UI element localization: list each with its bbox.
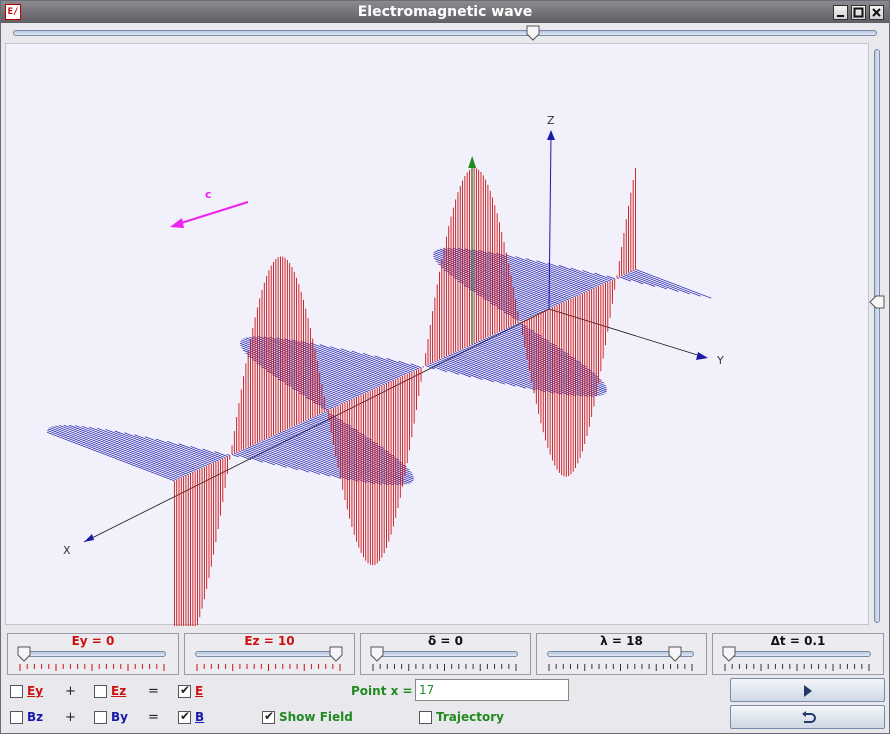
wave-plot: X Y Zc: [46, 114, 724, 654]
dt-slider-track[interactable]: [723, 651, 871, 657]
ez-checkbox[interactable]: [94, 685, 107, 698]
bz-checkbox[interactable]: [10, 711, 23, 724]
close-button[interactable]: [869, 5, 884, 20]
dt-panel: Δt = 0.1: [712, 633, 884, 675]
by-checkbox[interactable]: [94, 711, 107, 724]
dt-label: Δt = 0.1: [770, 634, 826, 648]
delta-slider-thumb[interactable]: [370, 646, 384, 662]
trajectory-label: Trajectory: [436, 710, 504, 724]
play-icon: [804, 685, 812, 697]
by-checkbox-label: By: [111, 710, 128, 724]
y-axis-label: Y: [716, 354, 724, 367]
z-axis-line: [548, 135, 552, 310]
time-slider-track[interactable]: [13, 30, 877, 36]
ez-panel: Ez = 10: [184, 633, 355, 675]
z-axis-label: Z: [547, 114, 555, 127]
x-axis-line: [83, 308, 550, 543]
app-icon: E/: [5, 4, 21, 20]
delta-label: δ = 0: [427, 634, 463, 648]
x-axis-label: X: [63, 544, 71, 557]
ey-slider-ticks: [19, 664, 165, 671]
view-angle-slider-track[interactable]: [874, 49, 880, 623]
plus-sign: +: [65, 710, 76, 725]
e-field-wave: [173, 167, 636, 654]
play-button[interactable]: [730, 678, 885, 702]
window-title: Electromagnetic wave: [357, 4, 533, 20]
time-slider-thumb[interactable]: [526, 25, 540, 41]
dt-slider-ticks: [724, 664, 870, 671]
lambda-slider-thumb[interactable]: [668, 646, 682, 662]
lambda-panel: λ = 18: [536, 633, 707, 675]
lambda-slider-ticks: [548, 664, 693, 671]
equals-sign: =: [148, 710, 159, 725]
trajectory-checkbox[interactable]: [419, 711, 432, 724]
view-angle-slider-thumb[interactable]: [869, 295, 885, 309]
e-checkbox-label: E: [195, 684, 204, 698]
x-axis-arrow: [84, 534, 94, 542]
plus-sign: +: [65, 684, 76, 699]
show-field-label: Show Field: [279, 710, 353, 724]
z-axis-arrow: [547, 130, 555, 140]
velocity-label: c: [205, 188, 212, 201]
b-checkbox-label: B: [195, 710, 205, 724]
reset-icon: [802, 711, 816, 723]
minimize-button[interactable]: [833, 5, 848, 20]
ey-slider-thumb[interactable]: [17, 646, 31, 662]
ez-slider-thumb[interactable]: [329, 646, 343, 662]
e-checkbox[interactable]: [178, 683, 191, 698]
show-field-checkbox[interactable]: [262, 709, 275, 724]
b-checkbox[interactable]: [178, 709, 191, 724]
close-icon: [872, 8, 881, 17]
point-x-label: Point x =: [351, 684, 413, 698]
equals-sign: =: [148, 684, 159, 699]
ez-checkbox-label: Ez: [111, 684, 127, 698]
velocity-arrow-head: [170, 218, 184, 228]
ez-slider-ticks: [196, 664, 341, 671]
reset-button[interactable]: [730, 705, 885, 729]
y-axis-line: [548, 308, 705, 358]
bz-checkbox-label: Bz: [27, 710, 44, 724]
ez-label: Ez = 10: [244, 634, 295, 648]
maximize-button[interactable]: [851, 5, 866, 20]
ez-slider-track[interactable]: [195, 651, 342, 657]
ey-slider-track[interactable]: [18, 651, 166, 657]
ey-checkbox[interactable]: [10, 685, 23, 698]
ey-checkbox-label: Ey: [27, 684, 44, 698]
delta-slider-track[interactable]: [371, 651, 518, 657]
delta-panel: δ = 0: [360, 633, 531, 675]
ey-panel: Ey = 0: [7, 633, 179, 675]
point-x-input[interactable]: [415, 679, 569, 701]
velocity-arrow-shaft: [177, 201, 249, 225]
maximize-icon: [853, 7, 864, 18]
title-bar: E/ Electromagnetic wave: [1, 1, 889, 23]
point-field-arrowhead: [468, 156, 477, 168]
delta-slider-ticks: [372, 664, 517, 671]
y-axis-arrow: [696, 352, 708, 360]
lambda-label: λ = 18: [600, 634, 643, 648]
dt-slider-thumb[interactable]: [722, 646, 736, 662]
minimize-icon: [837, 15, 844, 17]
ey-label: Ey = 0: [71, 634, 115, 648]
lambda-slider-track[interactable]: [547, 651, 694, 657]
